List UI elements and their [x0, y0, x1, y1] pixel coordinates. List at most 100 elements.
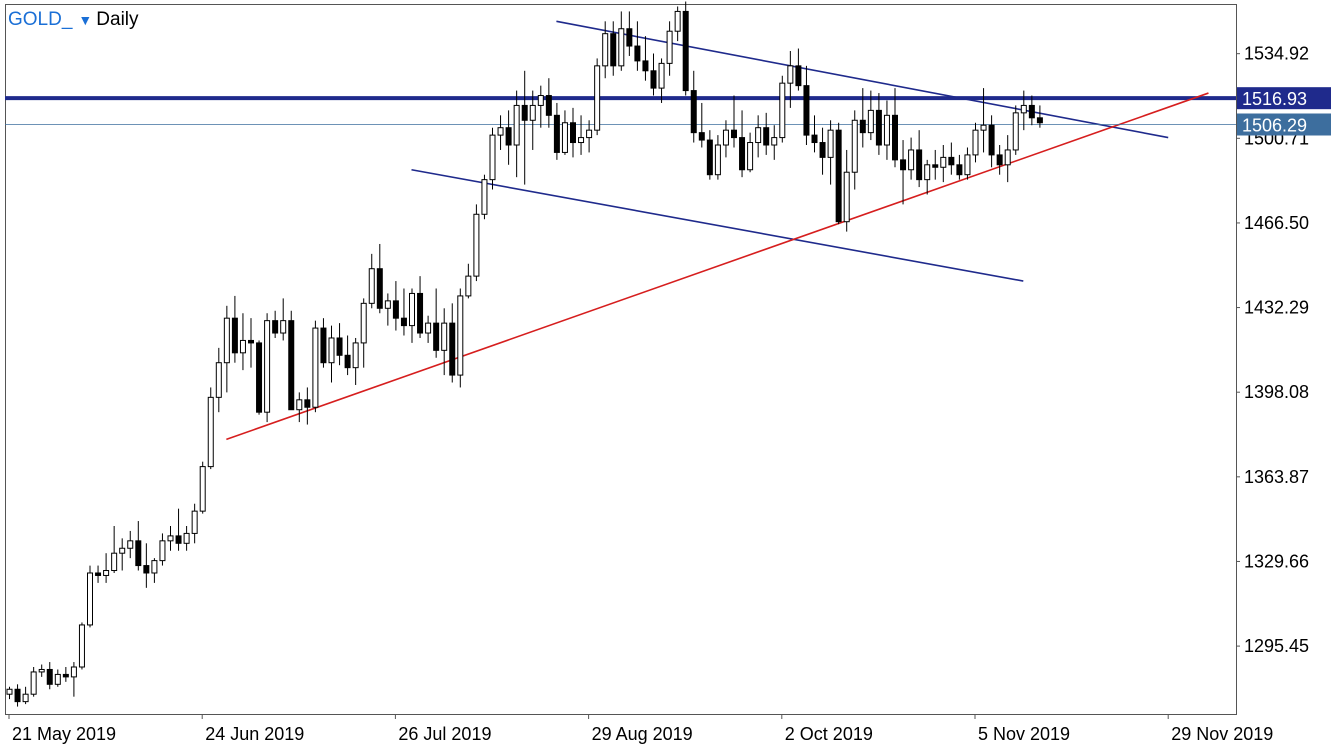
candle-body-down: [272, 320, 279, 334]
candle: [449, 303, 456, 383]
candle: [932, 149, 939, 180]
candle: [38, 664, 45, 677]
candle: [634, 21, 641, 71]
candle-body-up: [1020, 104, 1027, 114]
candle-body-down: [739, 137, 746, 171]
candle: [819, 127, 826, 175]
candle: [553, 102, 560, 160]
candle: [513, 90, 520, 178]
candle: [441, 308, 448, 376]
candle-body-down: [135, 540, 142, 567]
candle: [739, 110, 746, 178]
candle: [1028, 95, 1035, 126]
x-tick-label: 21 May 2019: [12, 724, 116, 744]
candle-body-up: [964, 154, 971, 176]
candle-body-up: [352, 342, 359, 369]
symbol-header[interactable]: GOLD_ ▼ Daily: [8, 9, 139, 31]
candle-body-up: [127, 540, 134, 549]
candle: [248, 318, 254, 368]
candle-body-up: [360, 302, 367, 344]
symbol-dropdown-icon[interactable]: ▼: [78, 12, 93, 28]
candle: [980, 88, 987, 153]
candle-body-down: [231, 317, 238, 354]
candle-body-down: [344, 354, 351, 369]
level-price-tag-bg: [1237, 87, 1331, 110]
candle: [103, 553, 110, 583]
candle: [159, 533, 166, 566]
candle: [570, 107, 576, 158]
candle-body-up: [38, 668, 45, 673]
candle: [618, 11, 625, 71]
timeframe-label: Daily: [96, 9, 139, 30]
candle-body-down: [988, 124, 995, 156]
candle-body-up: [457, 295, 464, 376]
candle: [972, 122, 979, 163]
candle-body-down: [553, 114, 560, 153]
candle-body-up: [674, 10, 681, 32]
candle-body-down: [400, 317, 407, 327]
candle: [223, 305, 230, 393]
candle: [264, 313, 271, 423]
x-tick-label: 26 Jul 2019: [398, 724, 491, 744]
candle: [352, 337, 359, 385]
candle-body-down: [449, 322, 456, 376]
candle: [594, 58, 601, 136]
candle: [763, 112, 770, 155]
candle-body-up: [1012, 112, 1019, 151]
candle: [698, 102, 705, 148]
candle-body-down: [62, 673, 69, 678]
y-tick-label: 1432.29: [1244, 298, 1309, 318]
candle-body-up: [714, 144, 721, 176]
candle-body-down: [626, 28, 633, 47]
candle: [256, 340, 263, 415]
candle-body-up: [513, 104, 520, 146]
candle-layer: [6, 1, 1043, 707]
trendline-layer: [5, 20, 1236, 441]
symbol-name[interactable]: GOLD_: [8, 9, 73, 30]
y-tick-label: 1466.50: [1244, 213, 1309, 233]
x-tick-label: 2 Oct 2019: [785, 724, 873, 744]
candle: [272, 310, 279, 338]
candle-body-down: [336, 337, 343, 356]
candle-body-up: [328, 337, 335, 364]
candle-body-up: [779, 82, 786, 139]
candle-body-down: [610, 33, 617, 67]
candle: [384, 293, 391, 326]
candle: [465, 263, 472, 299]
candle: [336, 323, 343, 366]
candle: [127, 530, 134, 559]
candle-body-up: [658, 62, 665, 89]
candle: [843, 149, 850, 232]
candle-body-up: [6, 688, 13, 695]
candle: [964, 147, 971, 180]
candle-body-up: [87, 572, 93, 626]
candle: [481, 174, 488, 220]
candle: [191, 503, 198, 544]
candle-body-up: [940, 156, 947, 168]
candle-body-down: [956, 164, 963, 176]
candle-body-up: [111, 552, 118, 572]
candle: [545, 78, 552, 128]
candle: [70, 662, 77, 697]
candle: [46, 662, 53, 690]
candle-body-down: [811, 134, 818, 144]
candle: [940, 145, 947, 183]
candle-body-up: [602, 33, 609, 67]
level-price-tag-label: 1516.93: [1242, 89, 1307, 109]
candle: [167, 525, 174, 551]
upper-channel-line[interactable]: [556, 20, 1169, 139]
candle: [360, 298, 367, 368]
candle: [304, 387, 311, 425]
candle: [916, 130, 923, 188]
candle-body-up: [215, 362, 222, 398]
lower-channel-line[interactable]: [411, 168, 1024, 282]
candle: [231, 295, 238, 363]
candle: [78, 622, 85, 670]
candle-body-down: [248, 339, 254, 344]
support-line[interactable]: [226, 92, 1209, 441]
candle-body-up: [489, 134, 496, 181]
candle-body-down: [763, 127, 770, 146]
candle-body-up: [980, 124, 987, 131]
candle-body-down: [916, 149, 923, 181]
